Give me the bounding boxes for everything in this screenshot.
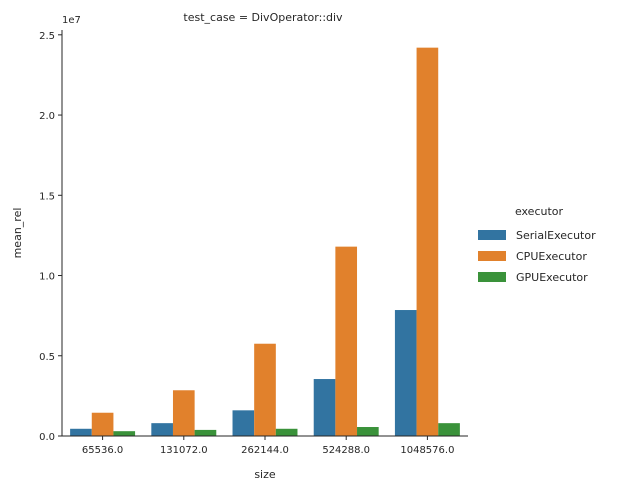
x-axis-ticks: 65536.0 131072.0 262144.0 524288.0 1048576.0: [82, 436, 454, 456]
y-axis-label: mean_rel: [11, 208, 24, 259]
legend-swatch-cpuexecutor: [478, 251, 506, 261]
x-tick-label: 131072.0: [160, 445, 208, 456]
x-axis-label: size: [254, 468, 276, 481]
x-tick-label: 1048576.0: [400, 445, 454, 456]
bar-gpuexecutor-4: [438, 423, 460, 436]
bar-gpuexecutor-1: [194, 429, 217, 436]
y-tick-label: 2.5: [39, 31, 55, 42]
y-axis-ticks: 0.0 0.5 1.0 1.5 2.0 2.5: [39, 31, 62, 443]
bars-group: [70, 47, 460, 437]
bar-cpuexecutor-4: [416, 47, 439, 437]
legend-swatch-serialexecutor: [478, 230, 506, 240]
y-tick-label: 0.0: [39, 432, 55, 443]
x-tick-label: 262144.0: [241, 445, 289, 456]
bar-gpuexecutor-3: [357, 427, 379, 436]
legend-swatch-gpuexecutor: [478, 272, 506, 282]
x-tick-label: 65536.0: [82, 445, 123, 456]
legend-label-cpuexecutor: CPUExecutor: [516, 250, 587, 263]
legend-title: executor: [515, 205, 564, 218]
y-axis-multiplier: 1e7: [62, 15, 81, 26]
bar-cpuexecutor-0: [91, 412, 114, 436]
x-tick-label: 524288.0: [322, 445, 370, 456]
y-tick-label: 1.5: [39, 191, 55, 202]
bar-cpuexecutor-1: [172, 390, 195, 436]
bar-cpuexecutor-2: [254, 343, 276, 436]
bar-serialexecutor-1: [151, 423, 173, 436]
chart-title: test_case = DivOperator::div: [183, 11, 343, 24]
bar-serialexecutor-3: [313, 379, 336, 436]
bar-gpuexecutor-2: [275, 428, 298, 436]
bar-cpuexecutor-3: [335, 246, 358, 436]
y-tick-label: 1.0: [39, 272, 55, 283]
legend: executor SerialExecutor CPUExecutor GPUExe…: [478, 205, 596, 284]
legend-label-serialexecutor: SerialExecutor: [516, 229, 596, 242]
bar-serialexecutor-0: [70, 428, 92, 436]
bar-serialexecutor-2: [232, 410, 255, 436]
bar-serialexecutor-4: [394, 310, 417, 436]
y-tick-label: 2.0: [39, 111, 55, 122]
y-tick-label: 0.5: [39, 352, 55, 363]
bar-gpuexecutor-0: [113, 431, 136, 436]
legend-label-gpuexecutor: GPUExecutor: [516, 271, 588, 284]
